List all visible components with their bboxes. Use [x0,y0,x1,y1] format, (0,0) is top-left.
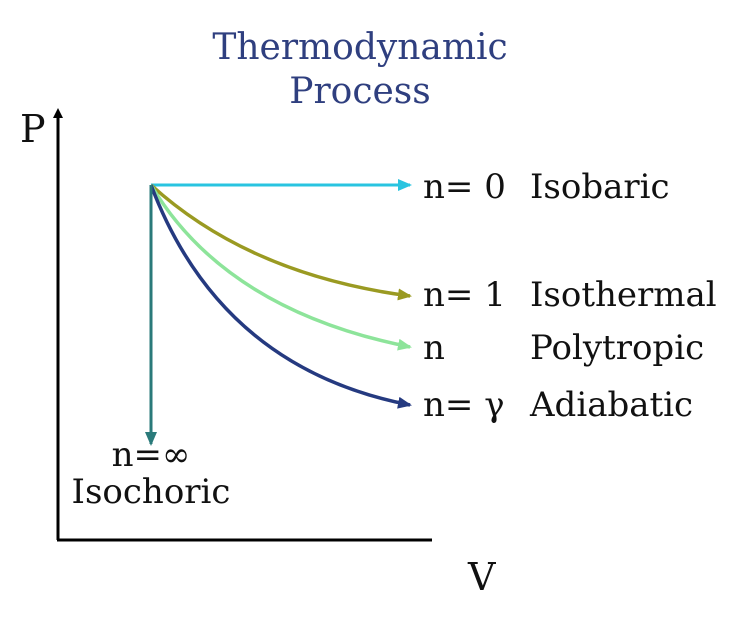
adiabatic-name: Adiabatic [529,385,693,425]
isobaric-n-label: n= 0 [423,167,506,207]
polytropic-n-label: n [423,328,445,368]
isochoric-name: Isochoric [72,472,231,512]
title-line-1: Thermodynamic [212,27,507,68]
isothermal-name: Isothermal [530,275,717,315]
adiabatic-curve [149,184,412,409]
title-line-2: Process [289,71,431,112]
adiabatic-n-label: n= γ [423,385,505,425]
y-axis-label: P [20,107,46,151]
isothermal-n-label: n= 1 [423,275,506,315]
isochoric-n-label: n=∞ [112,435,191,475]
isothermal-curve [149,183,412,301]
polytropic-curve [149,184,412,351]
polytropic-name: Polytropic [530,328,704,368]
x-axis-label: V [467,555,496,599]
isobaric-name: Isobaric [530,167,670,207]
